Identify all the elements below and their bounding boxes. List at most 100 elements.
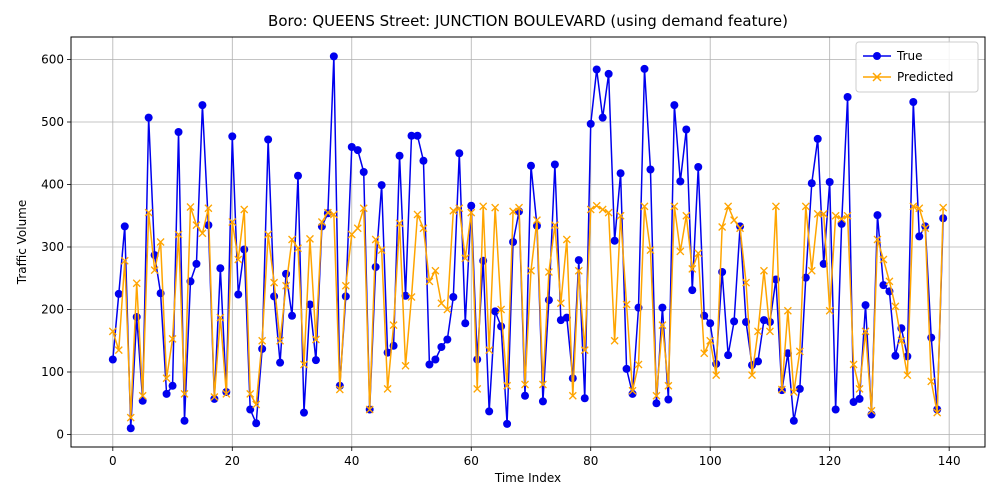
data-point-true xyxy=(509,238,518,246)
data-point-true xyxy=(311,356,320,365)
y-tick-label: 0 xyxy=(56,428,64,442)
data-point-true xyxy=(658,303,667,312)
data-point-predicted xyxy=(664,381,673,390)
data-point-true xyxy=(837,219,846,228)
data-point-true xyxy=(915,232,924,241)
data-point-true xyxy=(234,290,243,299)
data-point-true xyxy=(622,364,631,373)
data-point-predicted xyxy=(258,336,267,345)
data-point-predicted xyxy=(885,277,894,286)
data-point-true xyxy=(192,259,201,268)
data-point-true xyxy=(108,355,117,364)
data-point-predicted xyxy=(730,216,739,225)
data-point-true xyxy=(604,69,613,78)
data-point-predicted xyxy=(754,327,762,336)
data-point-predicted xyxy=(712,371,721,380)
data-point-true xyxy=(353,146,362,155)
data-point-true xyxy=(586,119,595,128)
data-point-true xyxy=(849,398,858,406)
data-point-predicted xyxy=(222,389,231,398)
data-point-predicted xyxy=(921,224,930,233)
data-point-true xyxy=(455,149,464,158)
x-tick-label: 20 xyxy=(225,454,240,468)
data-point-true xyxy=(407,131,416,140)
data-point-true xyxy=(294,171,303,180)
y-tick-label: 100 xyxy=(41,365,64,379)
data-point-predicted xyxy=(192,221,201,230)
data-point-predicted xyxy=(437,299,446,308)
data-point-predicted xyxy=(789,388,798,396)
data-point-predicted xyxy=(801,202,810,211)
x-tick-label: 60 xyxy=(464,454,479,468)
data-point-true xyxy=(299,408,308,417)
data-point-true xyxy=(276,358,285,367)
data-point-true xyxy=(556,316,565,325)
data-point-true xyxy=(198,101,207,110)
data-point-true xyxy=(574,256,583,265)
data-point-true xyxy=(401,291,410,300)
data-point-predicted xyxy=(718,223,727,231)
data-point-predicted xyxy=(503,381,512,390)
data-point-true xyxy=(789,416,798,425)
data-point-predicted xyxy=(879,255,888,264)
data-point-predicted xyxy=(688,264,697,273)
data-point-predicted xyxy=(915,204,924,213)
data-point-predicted xyxy=(353,224,362,233)
data-point-true xyxy=(120,222,129,231)
data-point-predicted xyxy=(449,206,458,215)
data-point-predicted xyxy=(509,207,518,216)
data-point-true xyxy=(437,343,446,351)
x-tick-label: 80 xyxy=(583,454,598,468)
data-point-true xyxy=(305,300,314,309)
data-point-true xyxy=(210,394,219,403)
data-point-true xyxy=(395,151,404,160)
y-tick-label: 400 xyxy=(41,178,64,192)
y-axis-label: Traffic Volume xyxy=(15,200,29,286)
data-point-predicted xyxy=(903,371,912,380)
data-point-true xyxy=(521,391,530,400)
data-point-true xyxy=(616,169,625,178)
data-point-true xyxy=(801,273,810,282)
data-point-predicted xyxy=(634,360,643,369)
data-point-true xyxy=(461,319,470,328)
series-predicted xyxy=(108,201,948,422)
data-point-predicted xyxy=(933,408,942,417)
data-point-predicted xyxy=(795,347,804,356)
data-point-true xyxy=(144,113,153,122)
data-point-predicted xyxy=(443,305,452,314)
data-point-predicted xyxy=(252,400,261,409)
data-point-predicted xyxy=(425,277,434,286)
data-point-true xyxy=(126,424,135,433)
data-point-true xyxy=(753,357,762,366)
data-point-predicted xyxy=(909,202,918,211)
data-point-predicted xyxy=(521,380,529,389)
data-point-true xyxy=(783,349,792,358)
data-point-predicted xyxy=(473,384,482,393)
data-point-predicted xyxy=(198,229,207,238)
data-point-predicted xyxy=(317,218,326,226)
data-point-true xyxy=(467,201,476,210)
data-point-predicted xyxy=(359,204,368,213)
legend-entry-predicted: Predicted xyxy=(863,70,953,84)
x-axis: 0 20 40 60 80 100 120 140 xyxy=(109,447,961,468)
data-point-predicted xyxy=(927,377,936,386)
data-point-predicted xyxy=(341,281,350,290)
data-point-predicted xyxy=(897,336,906,345)
data-point-predicted xyxy=(640,202,649,211)
plot-frame xyxy=(70,36,986,448)
data-point-predicted xyxy=(610,336,619,345)
data-point-true xyxy=(873,211,882,220)
data-point-predicted xyxy=(646,246,655,255)
data-point-true xyxy=(598,113,607,122)
data-point-true xyxy=(831,405,840,414)
data-point-predicted xyxy=(228,218,237,226)
data-point-true xyxy=(485,407,494,416)
data-point-predicted xyxy=(329,210,338,219)
data-point-predicted xyxy=(305,234,314,243)
data-point-true xyxy=(664,395,673,404)
data-point-predicted xyxy=(807,266,816,275)
data-point-true xyxy=(347,143,356,151)
data-point-predicted xyxy=(497,305,506,314)
data-point-true xyxy=(544,296,553,305)
data-point-predicted xyxy=(939,203,948,212)
